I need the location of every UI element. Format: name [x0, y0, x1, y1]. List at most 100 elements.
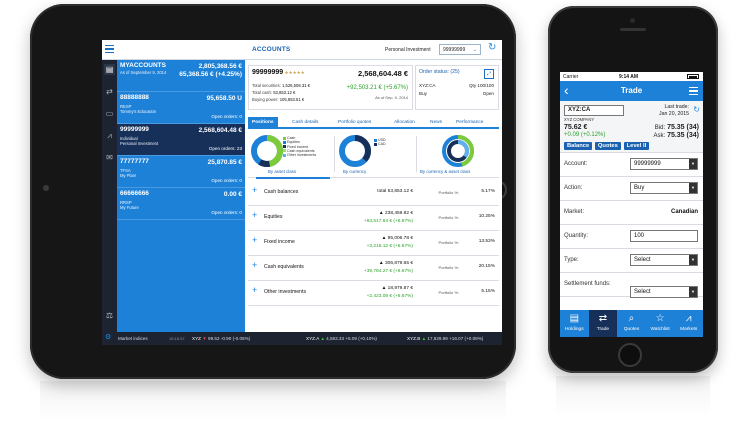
account-balance: 2,568,604.48 €: [198, 127, 242, 134]
account-item-99999999[interactable]: 99999999 Individual Personal Investment …: [117, 124, 245, 156]
phone-home-button[interactable]: [618, 343, 642, 367]
order-status: Open: [482, 91, 494, 96]
total-cash-label: Total cash:: [252, 90, 273, 95]
active-chart-indicator: [256, 177, 330, 179]
ticker-symbol: XYZ: [192, 336, 201, 341]
holding-value: ▲ 18,979.87 €: [381, 286, 413, 291]
quotes-button[interactable]: Quotes: [594, 142, 621, 150]
symbol-input[interactable]: XYZ:CA: [564, 105, 624, 116]
type-select[interactable]: Select ▼: [630, 254, 698, 266]
tab-positions[interactable]: Positions: [248, 117, 278, 129]
tab-portfolio-quotes[interactable]: Portfolio quotes: [338, 120, 372, 125]
performance-chart-nav-icon[interactable]: ⩘: [107, 131, 112, 140]
ask-value: 75.35: [667, 132, 685, 139]
order-side: Buy: [419, 91, 427, 96]
currency-chart[interactable]: USD CAD By currency: [336, 132, 414, 178]
star-icon: ☆: [655, 313, 665, 324]
holding-row-other-investments[interactable]: + Other investments ▲ 18,979.87 € +2,423…: [248, 281, 499, 306]
asset-class-chart[interactable]: Cash Equities Fixed income Cash equivale…: [248, 132, 332, 179]
tab-holdings[interactable]: ▤ Holdings: [560, 310, 589, 337]
holding-row-cash-balances[interactable]: + Cash balances total 53,853.12 € Portfo…: [248, 181, 499, 206]
detail-tabs: Positions Cash details Portfolio quotes …: [248, 117, 499, 129]
by-currency-asset-class-link[interactable]: By currency & asset class: [420, 169, 471, 174]
documents-nav-icon[interactable]: ▭: [105, 109, 114, 118]
refresh-icon[interactable]: ↻: [693, 105, 700, 114]
holding-row-cash-equivalents[interactable]: + Cash equivalents ▲ 306,879.65 € +39,78…: [248, 256, 499, 281]
holding-row-equities[interactable]: + Equities ▲ 238,459.82 € +83,517.64 € (…: [248, 206, 499, 231]
refresh-icon[interactable]: ↻: [488, 42, 497, 53]
account-selector[interactable]: 99999999 ⌄: [439, 44, 481, 55]
gear-icon[interactable]: ⚙: [105, 334, 112, 341]
expand-plus-icon[interactable]: +: [252, 185, 258, 195]
dropdown-arrow-icon: ▼: [689, 183, 697, 193]
market-label: Market:: [564, 209, 585, 215]
phone-speaker: [620, 28, 646, 31]
type-select-value: Select: [634, 257, 651, 263]
quantity-input[interactable]: 100: [630, 230, 698, 242]
account-balance: 2,805,368.56 €: [198, 63, 242, 70]
holding-row-fixed-income[interactable]: + Fixed income ▲ 95,006.78 € +3,215.12 €…: [248, 231, 499, 256]
trade-form: Account: 99999999 ▼ Action: Buy ▼ Market…: [560, 153, 703, 313]
total-cash-value: 53,853.12 €: [273, 90, 296, 95]
hamburger-menu-icon[interactable]: [689, 87, 698, 97]
hamburger-menu-icon[interactable]: [105, 45, 114, 54]
order-status-card[interactable]: Order status: (25) ⤢ XYZ:CA Qty 100/100 …: [415, 65, 499, 110]
total-securities-label: Total securities:: [252, 83, 281, 88]
tab-allocation[interactable]: Allocation: [394, 120, 415, 125]
messages-nav-icon[interactable]: ✉: [106, 153, 113, 162]
balance-button[interactable]: Balance: [564, 142, 593, 150]
portfolio-label: Portfolio %:: [438, 190, 459, 195]
expand-plus-icon[interactable]: +: [252, 260, 258, 270]
account-summary-card: 99999999 ★★★★★ 2,568,604.48 € Total secu…: [248, 65, 413, 110]
tab-markets[interactable]: ⩘ Markets: [674, 310, 703, 337]
by-asset-class-link[interactable]: By asset class: [268, 169, 297, 174]
holding-name: Fixed income: [264, 239, 295, 245]
expand-plus-icon[interactable]: +: [252, 210, 258, 220]
account-item-myaccounts[interactable]: MYACCOUNTS As of September 9, 2014 2,805…: [117, 60, 245, 92]
quote-buttons: Balance Quotes Level II: [564, 142, 650, 150]
accounts-nav-icon[interactable]: ▤: [104, 64, 115, 75]
account-item-77777777[interactable]: 77777777 TFSA My Plan! 25,870.85 € Open …: [117, 156, 245, 188]
back-chevron-icon[interactable]: ‹: [564, 82, 569, 98]
level-ii-button[interactable]: Level II: [623, 142, 650, 150]
account-select[interactable]: 99999999 ▼: [630, 158, 698, 170]
currency-asset-class-chart[interactable]: By currency & asset class: [418, 132, 498, 178]
tab-trade[interactable]: ⇄ Trade: [588, 310, 618, 337]
expand-icon[interactable]: ⤢: [484, 69, 494, 79]
account-item-88888888[interactable]: 88888888 RESP Tommy's Education 95,658.5…: [117, 92, 245, 124]
account-type: Individual: [120, 136, 138, 141]
holdings-list: + Cash balances total 53,853.12 € Portfo…: [248, 181, 499, 329]
tab-news[interactable]: News: [430, 120, 442, 125]
currency-asset-class-donut: [442, 135, 474, 167]
account-number: 99999999: [120, 126, 149, 133]
up-triangle-icon: ▲: [421, 336, 427, 341]
by-currency-link[interactable]: By currency: [343, 169, 367, 174]
type-label: Type:: [564, 257, 579, 263]
ticker-quote-1: XYZ ▼ 99.52 -0.90 (-0.05%): [192, 336, 250, 341]
tab-watchlist[interactable]: ☆ Watchlist: [646, 310, 675, 337]
open-orders-count: Open orders: 0: [211, 114, 242, 119]
account-selector-label: Personal Investment: [385, 47, 431, 53]
market-indices-ticker[interactable]: ⚙ Market indices 15:15:37 XYZ ▼ 99.52 -0…: [102, 332, 502, 345]
expand-plus-icon[interactable]: +: [252, 235, 258, 245]
asset-class-legend: Cash Equities Fixed income Cash equivale…: [283, 136, 316, 157]
total-securities-value: 1,526,508.31 €: [282, 83, 310, 88]
tab-cash-details[interactable]: Cash details: [292, 120, 319, 125]
order-status-title[interactable]: Order status: (25): [419, 69, 460, 75]
transfer-nav-icon[interactable]: ⇄: [106, 87, 113, 96]
ticker-label: Market indices: [118, 336, 148, 341]
action-select[interactable]: Buy ▼: [630, 182, 698, 194]
settlement-funds-select[interactable]: Select ▼: [630, 286, 698, 298]
tab-label: Markets: [680, 327, 698, 332]
tab-performance[interactable]: Performance: [456, 120, 484, 125]
expand-plus-icon[interactable]: +: [252, 285, 258, 295]
tab-quotes[interactable]: ⌕ Quotes: [617, 310, 646, 337]
last-trade-date: Jan 20, 2015: [659, 111, 689, 117]
account-item-66666666[interactable]: 66666666 RRSP My Future 0.00 € Open orde…: [117, 188, 245, 220]
legal-scale-nav-icon[interactable]: ⚖: [105, 311, 114, 320]
icon-sidebar: ▤ ⇄ ▭ ⩘ ✉ ⚖: [102, 60, 117, 332]
bid-quote: Bid: 75.35 (34): [655, 124, 699, 131]
asset-class-donut: [251, 135, 283, 167]
bid-label: Bid:: [654, 125, 666, 131]
legend-item: Cash equivalents: [283, 149, 316, 153]
